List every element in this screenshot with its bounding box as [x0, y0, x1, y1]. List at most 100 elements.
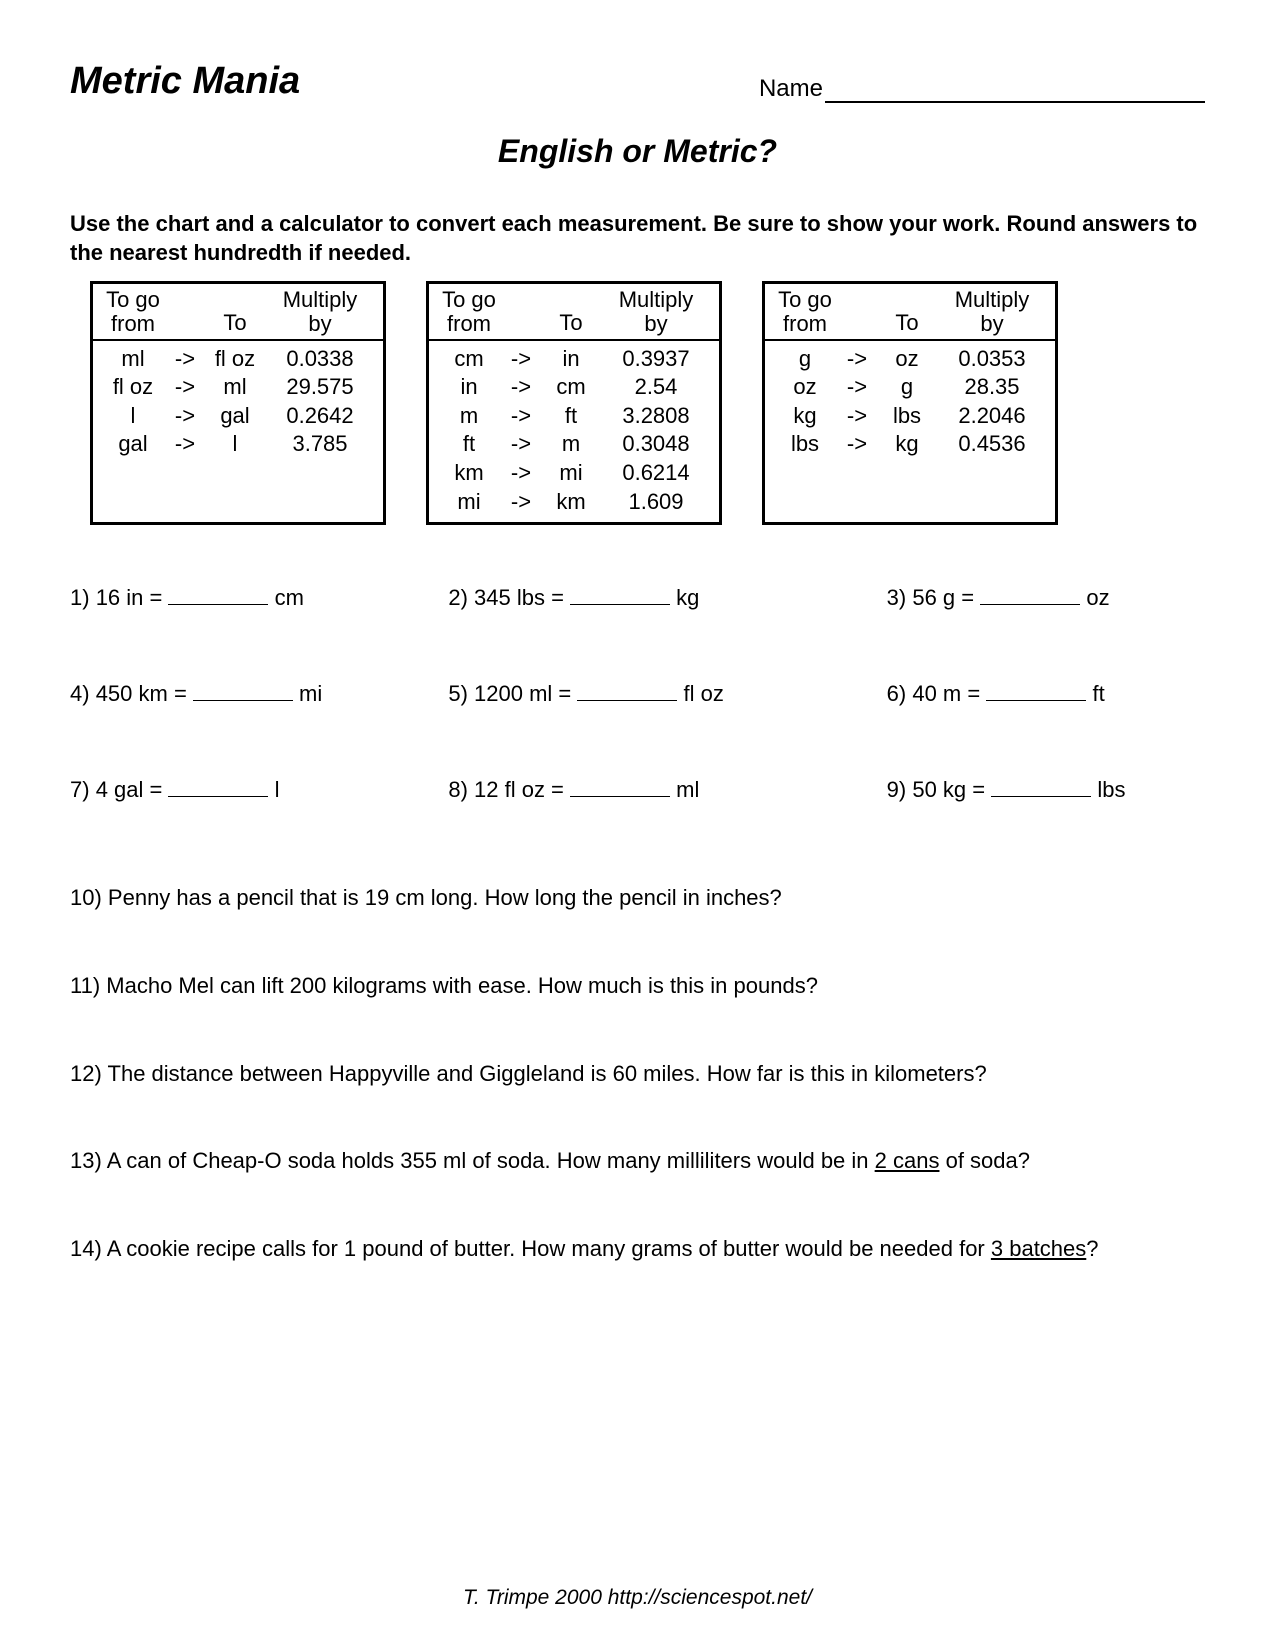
- chart-header-from: To gofrom: [437, 288, 501, 336]
- chart-cell-arrow: ->: [501, 430, 541, 459]
- chart-header-to: To: [205, 288, 265, 336]
- chart-cell-arrow: ->: [165, 373, 205, 402]
- problem: 4) 450 km = mi: [70, 681, 448, 707]
- chart-cell-from: km: [437, 459, 501, 488]
- chart-header-spacer: [501, 288, 541, 336]
- problem-unit: lbs: [1097, 777, 1125, 802]
- chart-cell-arrow: ->: [501, 373, 541, 402]
- chart-header-from: To gofrom: [773, 288, 837, 336]
- chart-cell-mult: 0.3937: [601, 345, 711, 374]
- chart-row: ft->m0.3048: [437, 430, 711, 459]
- chart-cell-from: cm: [437, 345, 501, 374]
- answer-blank[interactable]: [570, 604, 670, 605]
- chart-header-mult: Multiplyby: [937, 288, 1047, 336]
- chart-row: l->gal0.2642: [101, 402, 375, 431]
- word-problems: 10) Penny has a pencil that is 19 cm lon…: [70, 883, 1205, 1263]
- chart-cell-from: fl oz: [101, 373, 165, 402]
- chart-header-to: To: [541, 288, 601, 336]
- chart-body: g->oz0.0353oz->g28.35kg->lbs2.2046lbs->k…: [765, 341, 1055, 465]
- chart-cell-to: gal: [205, 402, 265, 431]
- chart-body: cm->in0.3937in->cm2.54m->ft3.2808ft->m0.…: [429, 341, 719, 523]
- problem: 9) 50 kg = lbs: [827, 777, 1205, 803]
- chart-cell-to: km: [541, 488, 601, 517]
- chart-row: cm->in0.3937: [437, 345, 711, 374]
- chart-cell-arrow: ->: [501, 488, 541, 517]
- problem-number: 9): [887, 777, 913, 802]
- answer-blank[interactable]: [577, 700, 677, 701]
- word-problem-text: The distance between Happyville and Gigg…: [108, 1061, 987, 1086]
- chart-cell-arrow: ->: [837, 430, 877, 459]
- chart-cell-mult: 29.575: [265, 373, 375, 402]
- answer-blank[interactable]: [980, 604, 1080, 605]
- chart-row: mi->km1.609: [437, 488, 711, 517]
- problem-unit: cm: [275, 585, 304, 610]
- chart-cell-mult: 2.54: [601, 373, 711, 402]
- instructions-text: Use the chart and a calculator to conver…: [70, 210, 1205, 267]
- problem-lhs: 40 m =: [912, 681, 986, 706]
- answer-blank[interactable]: [193, 700, 293, 701]
- answer-blank[interactable]: [168, 796, 268, 797]
- answer-blank[interactable]: [570, 796, 670, 797]
- chart-body: ml->fl oz0.0338fl oz->ml29.575l->gal0.26…: [93, 341, 383, 465]
- chart-cell-from: kg: [773, 402, 837, 431]
- chart-cell-mult: 0.2642: [265, 402, 375, 431]
- chart-cell-mult: 0.4536: [937, 430, 1047, 459]
- answer-blank[interactable]: [986, 700, 1086, 701]
- chart-cell-to: m: [541, 430, 601, 459]
- problem-lhs: 12 fl oz =: [474, 777, 570, 802]
- underlined-phrase: 3 batches: [991, 1236, 1086, 1261]
- word-problem-number: 14): [70, 1236, 107, 1261]
- problem: 3) 56 g = oz: [827, 585, 1205, 611]
- chart-cell-from: lbs: [773, 430, 837, 459]
- name-field: Name: [759, 75, 1205, 103]
- chart-cell-arrow: ->: [501, 402, 541, 431]
- chart-header-row: To gofromToMultiplyby: [93, 284, 383, 340]
- answer-blank[interactable]: [168, 604, 268, 605]
- chart-cell-arrow: ->: [165, 402, 205, 431]
- problem-number: 2): [448, 585, 474, 610]
- problem-lhs: 4 gal =: [96, 777, 169, 802]
- word-problem: 11) Macho Mel can lift 200 kilograms wit…: [70, 971, 1205, 1001]
- name-blank-line[interactable]: [825, 101, 1205, 103]
- problem-number: 4): [70, 681, 96, 706]
- chart-cell-to: l: [205, 430, 265, 459]
- word-problem-text: ?: [1086, 1236, 1098, 1261]
- word-problem-text: Penny has a pencil that is 19 cm long. H…: [108, 885, 782, 910]
- problem-lhs: 50 kg =: [912, 777, 991, 802]
- problem-lhs: 16 in =: [96, 585, 169, 610]
- chart-cell-to: ft: [541, 402, 601, 431]
- chart-row: ml->fl oz0.0338: [101, 345, 375, 374]
- problem-number: 3): [887, 585, 913, 610]
- chart-row: g->oz0.0353: [773, 345, 1047, 374]
- chart-row: lbs->kg0.4536: [773, 430, 1047, 459]
- chart-cell-arrow: ->: [165, 345, 205, 374]
- problem-lhs: 345 lbs =: [474, 585, 570, 610]
- chart-cell-mult: 1.609: [601, 488, 711, 517]
- word-problem-text: A can of Cheap-O soda holds 355 ml of so…: [107, 1148, 875, 1173]
- problem-number: 6): [887, 681, 913, 706]
- problem-number: 7): [70, 777, 96, 802]
- chart-header-mult: Multiplyby: [601, 288, 711, 336]
- problem-unit: kg: [676, 585, 699, 610]
- chart-cell-to: kg: [877, 430, 937, 459]
- chart-cell-arrow: ->: [501, 345, 541, 374]
- chart-cell-from: gal: [101, 430, 165, 459]
- chart-cell-mult: 28.35: [937, 373, 1047, 402]
- answer-blank[interactable]: [991, 796, 1091, 797]
- chart-cell-arrow: ->: [837, 402, 877, 431]
- word-problem: 10) Penny has a pencil that is 19 cm lon…: [70, 883, 1205, 913]
- chart-cell-arrow: ->: [837, 373, 877, 402]
- chart-header-row: To gofrom ToMultiplyby: [765, 284, 1055, 340]
- word-problem-text: A cookie recipe calls for 1 pound of but…: [107, 1236, 991, 1261]
- problem: 2) 345 lbs = kg: [448, 585, 826, 611]
- underlined-phrase: 2 cans: [875, 1148, 940, 1173]
- chart-cell-to: cm: [541, 373, 601, 402]
- footer-credit: T. Trimpe 2000 http://sciencespot.net/: [0, 1586, 1275, 1610]
- chart-header-to: To: [877, 288, 937, 336]
- chart-cell-to: g: [877, 373, 937, 402]
- chart-cell-to: fl oz: [205, 345, 265, 374]
- chart-cell-mult: 2.2046: [937, 402, 1047, 431]
- problem: 6) 40 m = ft: [827, 681, 1205, 707]
- chart-cell-from: m: [437, 402, 501, 431]
- chart-row: km->mi0.6214: [437, 459, 711, 488]
